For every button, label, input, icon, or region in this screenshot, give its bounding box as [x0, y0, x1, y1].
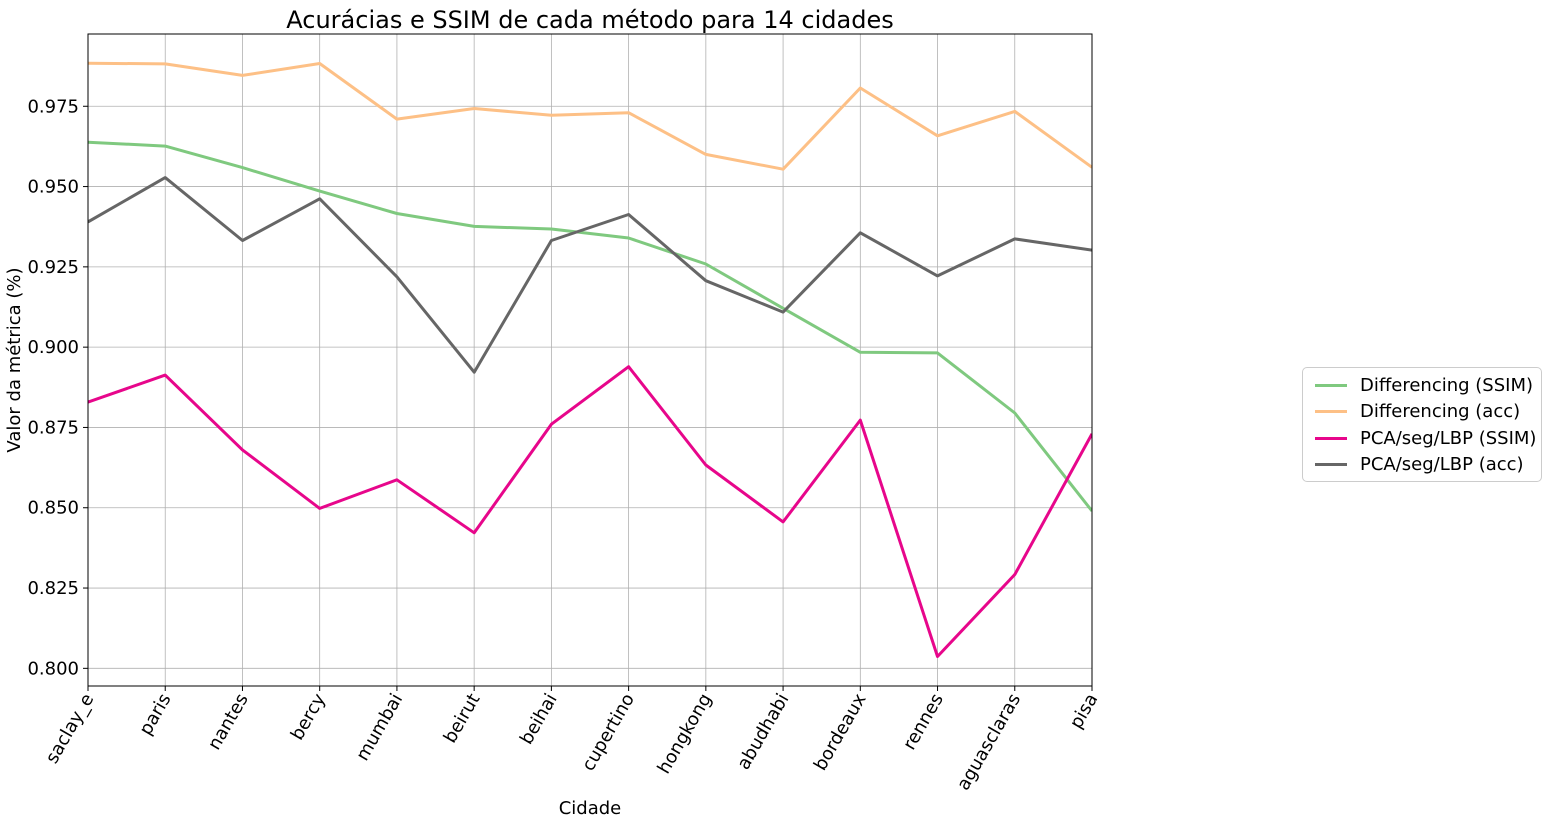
y-axis-label: Valor da métrica (%)	[4, 267, 25, 452]
plot-frame	[87, 33, 1093, 687]
x-tick-label: rennes	[899, 690, 948, 754]
series-line-differencing-acc	[88, 61, 1092, 171]
y-tick-label: 0.800	[27, 658, 79, 679]
x-tick-label: cupertino	[578, 690, 639, 775]
x-tick-label: pisa	[1066, 690, 1103, 732]
legend-label: PCA/seg/LBP (acc)	[1360, 454, 1524, 476]
x-tick-label: paris	[135, 690, 175, 739]
legend-swatch	[1315, 410, 1347, 414]
series-lines	[88, 61, 1092, 658]
y-tick-label: 0.950	[27, 177, 79, 198]
x-tick-label: abudhabi	[733, 690, 793, 773]
x-tick-label: aguasclaras	[953, 690, 1025, 794]
y-tick-label: 0.925	[27, 257, 79, 278]
chart-title: Acurácias e SSIM de cada método para 14 …	[286, 6, 893, 34]
x-tick-label: nantes	[204, 690, 253, 754]
legend-swatch	[1315, 436, 1347, 440]
x-axis-label: Cidade	[559, 798, 622, 819]
x-tick-label: mumbai	[352, 690, 407, 765]
grid-lines	[87, 34, 1093, 686]
y-tick-label: 0.825	[27, 578, 79, 599]
legend-item: PCA/seg/LBP (SSIM)	[1303, 425, 1541, 452]
x-tick-label: bercy	[287, 690, 330, 744]
legend-swatch	[1315, 463, 1347, 467]
x-tick-label: bordeaux	[810, 690, 871, 775]
y-tick-label: 0.850	[27, 498, 79, 519]
legend-label: PCA/seg/LBP (SSIM)	[1360, 427, 1537, 449]
y-tick-label: 0.975	[27, 96, 79, 117]
legend-label: Differencing (acc)	[1360, 401, 1521, 423]
legend: Differencing (SSIM) Differencing (acc) PCA…	[1302, 367, 1542, 482]
x-tick-label: beihai	[516, 690, 562, 748]
y-tick-label: 0.900	[27, 337, 79, 358]
legend-label: Differencing (SSIM)	[1360, 374, 1534, 396]
legend-swatch	[1315, 383, 1347, 387]
legend-item: Differencing (acc)	[1303, 399, 1541, 426]
x-tick-label: beirut	[440, 690, 485, 747]
y-tick-label: 0.875	[27, 417, 79, 438]
series-line-pca-seg-lbp-acc	[88, 176, 1092, 374]
series-line-differencing-ssim	[88, 140, 1092, 512]
legend-item: PCA/seg/LBP (acc)	[1303, 452, 1541, 479]
x-tick-label: saclay_e	[42, 690, 99, 767]
series-line-pca-seg-lbp-ssim	[88, 365, 1092, 658]
x-axis: saclay_e paris nantes bercy mumbai beirut beih…	[42, 686, 1103, 794]
y-axis: 0.800 0.825 0.850 0.875 0.900 0.925 0.950 0.975	[27, 96, 88, 679]
x-tick-label: hongkong	[654, 690, 717, 777]
legend-item: Differencing (SSIM)	[1303, 372, 1541, 399]
